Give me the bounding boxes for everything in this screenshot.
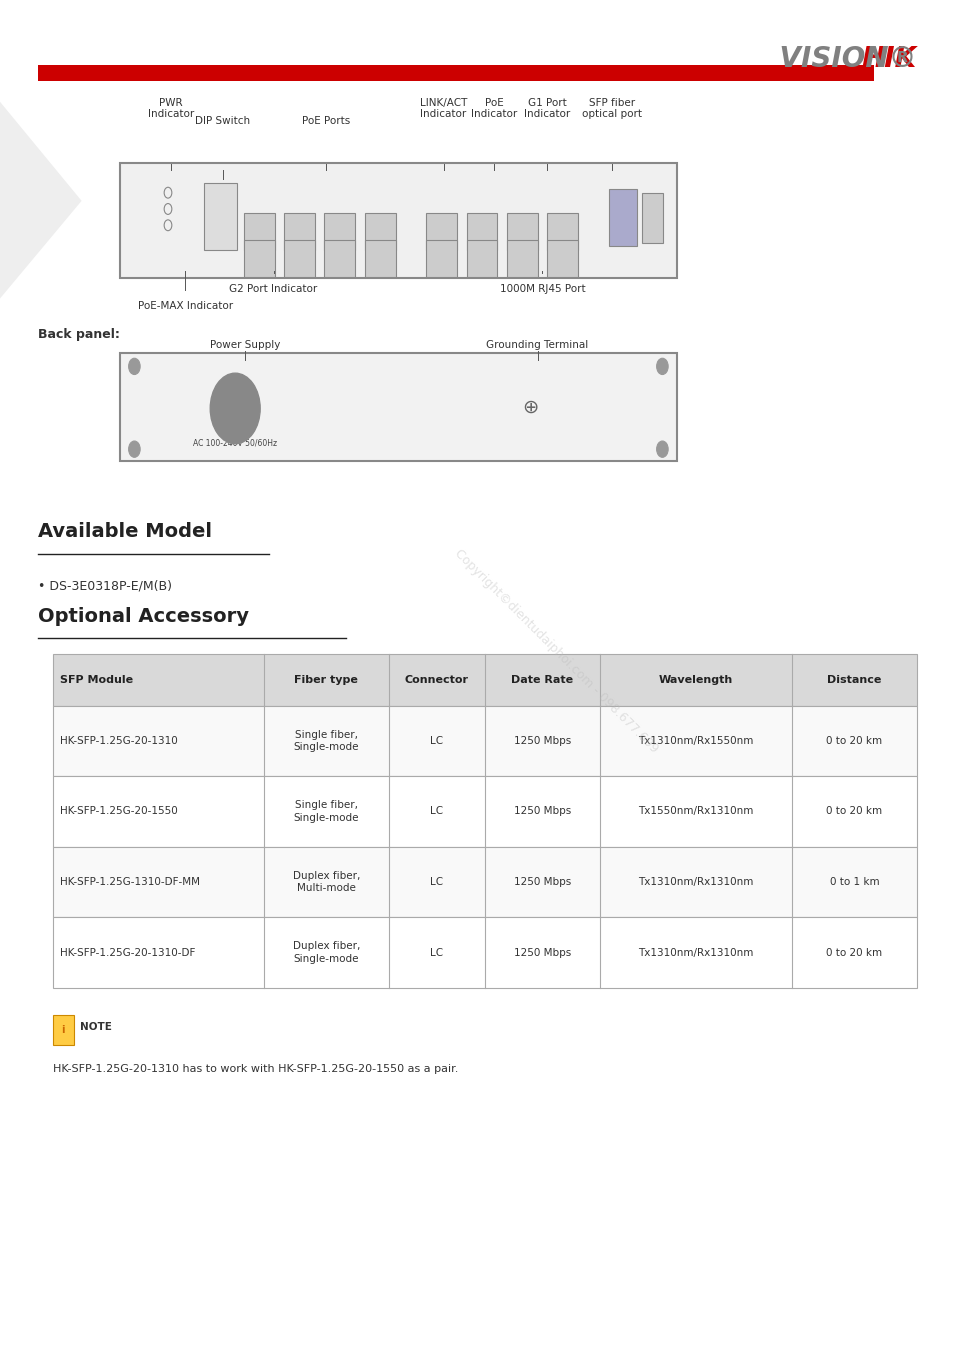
Text: AC 100-240V 50/60Hz: AC 100-240V 50/60Hz	[193, 438, 277, 448]
Text: LC: LC	[430, 877, 444, 887]
Text: PWR
Indicator: PWR Indicator	[148, 98, 194, 119]
Text: Copyright©dientudaiphoi.com - 098.677.699: Copyright©dientudaiphoi.com - 098.677.69…	[452, 547, 661, 756]
Text: Fiber type: Fiber type	[295, 674, 358, 685]
FancyBboxPatch shape	[547, 213, 578, 250]
Text: Back panel:: Back panel:	[38, 328, 120, 342]
FancyBboxPatch shape	[609, 189, 637, 246]
Circle shape	[210, 373, 260, 444]
Bar	[53, 654, 917, 706]
Bar	[53, 847, 917, 917]
Text: HK-SFP-1.25G-1310-DF-MM: HK-SFP-1.25G-1310-DF-MM	[60, 877, 201, 887]
Text: 0 to 20 km: 0 to 20 km	[827, 947, 882, 958]
Text: Duplex fiber,
Multi-mode: Duplex fiber, Multi-mode	[293, 871, 360, 893]
Circle shape	[657, 358, 668, 375]
Text: Tx1310nm/Rx1310nm: Tx1310nm/Rx1310nm	[638, 877, 754, 887]
Text: VISION®: VISION®	[741, 45, 917, 73]
Text: Grounding Terminal: Grounding Terminal	[487, 341, 588, 350]
Text: Tx1310nm/Rx1550nm: Tx1310nm/Rx1550nm	[638, 735, 754, 746]
Circle shape	[129, 358, 140, 375]
FancyBboxPatch shape	[507, 240, 538, 277]
FancyBboxPatch shape	[547, 240, 578, 277]
Text: PoE
Indicator: PoE Indicator	[471, 98, 517, 119]
Text: PoE-MAX Indicator: PoE-MAX Indicator	[137, 301, 233, 311]
Text: HK-SFP-1.25G-20-1310 has to work with HK-SFP-1.25G-20-1550 as a pair.: HK-SFP-1.25G-20-1310 has to work with HK…	[53, 1064, 458, 1073]
Text: 1250 Mbps: 1250 Mbps	[514, 735, 571, 746]
Text: 1250 Mbps: 1250 Mbps	[514, 877, 571, 887]
Text: Connector: Connector	[405, 674, 468, 685]
Text: LC: LC	[430, 735, 444, 746]
FancyBboxPatch shape	[244, 240, 275, 277]
Text: Available Model: Available Model	[38, 522, 212, 541]
Text: 1000M RJ45 Port: 1000M RJ45 Port	[499, 284, 586, 293]
FancyBboxPatch shape	[642, 193, 663, 243]
Text: DIP Switch: DIP Switch	[195, 117, 251, 126]
Text: Duplex fiber,
Single-mode: Duplex fiber, Single-mode	[293, 942, 360, 963]
Circle shape	[657, 441, 668, 457]
Text: G1 Port
Indicator: G1 Port Indicator	[524, 98, 570, 119]
FancyBboxPatch shape	[426, 240, 457, 277]
Text: LINK/ACT
Indicator: LINK/ACT Indicator	[420, 98, 468, 119]
FancyBboxPatch shape	[426, 213, 457, 250]
Bar	[53, 1015, 74, 1045]
FancyBboxPatch shape	[120, 353, 677, 461]
Text: HK-SFP-1.25G-20-1310-DF: HK-SFP-1.25G-20-1310-DF	[60, 947, 196, 958]
Text: Date Rate: Date Rate	[512, 674, 573, 685]
Text: 0 to 20 km: 0 to 20 km	[827, 735, 882, 746]
FancyBboxPatch shape	[244, 213, 275, 250]
Text: HK-SFP-1.25G-20-1310: HK-SFP-1.25G-20-1310	[60, 735, 179, 746]
Text: i: i	[61, 1025, 65, 1035]
FancyBboxPatch shape	[324, 240, 355, 277]
Text: 0 to 1 km: 0 to 1 km	[829, 877, 879, 887]
Text: Power Supply: Power Supply	[209, 341, 280, 350]
Text: Optional Accessory: Optional Accessory	[38, 607, 250, 626]
Text: PoE Ports: PoE Ports	[302, 117, 350, 126]
Bar	[53, 917, 917, 988]
Text: 1250 Mbps: 1250 Mbps	[514, 806, 571, 817]
Text: 1250 Mbps: 1250 Mbps	[514, 947, 571, 958]
Text: Wavelength: Wavelength	[659, 674, 733, 685]
Polygon shape	[0, 102, 82, 299]
Circle shape	[129, 441, 140, 457]
Bar	[38, 65, 874, 81]
FancyBboxPatch shape	[204, 183, 237, 250]
Bar	[53, 706, 917, 776]
Text: • DS-3E0318P-E/M(B): • DS-3E0318P-E/M(B)	[38, 579, 173, 593]
FancyBboxPatch shape	[284, 213, 315, 250]
FancyBboxPatch shape	[467, 213, 497, 250]
Text: Single fiber,
Single-mode: Single fiber, Single-mode	[294, 730, 359, 752]
FancyBboxPatch shape	[324, 213, 355, 250]
FancyBboxPatch shape	[507, 213, 538, 250]
Text: Tx1310nm/Rx1310nm: Tx1310nm/Rx1310nm	[638, 947, 754, 958]
Text: Tx1550nm/Rx1310nm: Tx1550nm/Rx1310nm	[638, 806, 754, 817]
Text: HIK: HIK	[862, 45, 917, 73]
Text: Single fiber,
Single-mode: Single fiber, Single-mode	[294, 801, 359, 822]
FancyBboxPatch shape	[284, 240, 315, 277]
Text: 0 to 20 km: 0 to 20 km	[827, 806, 882, 817]
FancyBboxPatch shape	[365, 213, 396, 250]
Text: G2 Port Indicator: G2 Port Indicator	[229, 284, 318, 293]
FancyBboxPatch shape	[120, 163, 677, 278]
Text: LC: LC	[430, 806, 444, 817]
Text: NOTE: NOTE	[80, 1022, 111, 1033]
Bar	[53, 776, 917, 847]
Text: SFP Module: SFP Module	[60, 674, 133, 685]
Text: Distance: Distance	[828, 674, 881, 685]
FancyBboxPatch shape	[365, 240, 396, 277]
Text: ⊕: ⊕	[522, 398, 540, 417]
Text: HK-SFP-1.25G-20-1550: HK-SFP-1.25G-20-1550	[60, 806, 179, 817]
Text: LC: LC	[430, 947, 444, 958]
Text: SFP fiber
optical port: SFP fiber optical port	[583, 98, 642, 119]
FancyBboxPatch shape	[467, 240, 497, 277]
